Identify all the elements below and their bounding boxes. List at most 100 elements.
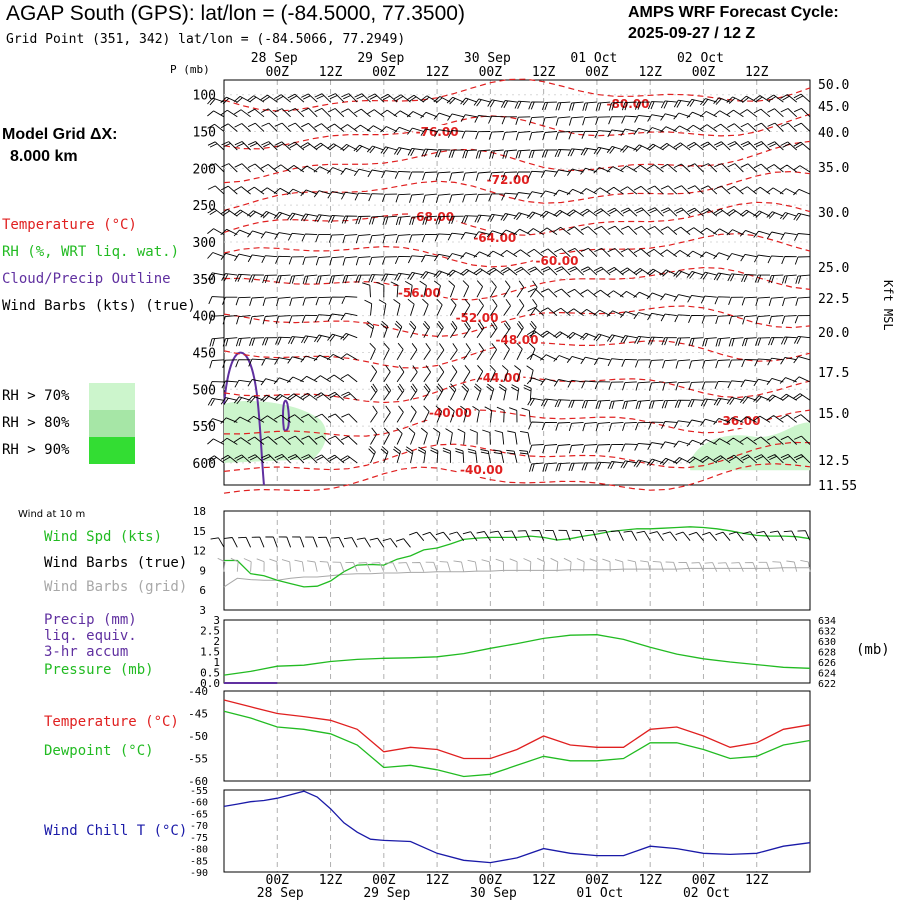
pressure-tick-label: 350 — [193, 273, 216, 288]
temperature-contour — [223, 463, 811, 494]
temperature-contour-label: -72.00 — [487, 173, 530, 187]
pressure-tick-label: 600 — [193, 457, 216, 472]
temperature-contour — [223, 233, 811, 268]
legend-rh: RH (%, WRT liq. wat.) — [2, 244, 180, 260]
pressure-unit-label: (mb) — [856, 642, 890, 658]
temperature-tick-label: -55 — [188, 753, 208, 766]
wind-tick-label: 18 — [193, 505, 206, 518]
hour-label-bottom: 00Z — [692, 873, 716, 888]
wind-barbs-grid — [217, 557, 811, 572]
contour-label-bg — [603, 97, 652, 111]
wind-barbs-true-label: Wind Barbs (true) — [44, 555, 188, 571]
pressure-right-tick-label: 628 — [818, 648, 836, 659]
pressure-tick-label: 100 — [193, 89, 216, 104]
contour-label-bg — [426, 406, 475, 420]
wind-barbs-upper — [207, 93, 811, 472]
forecast-cycle-label: AMPS WRF Forecast Cycle: — [628, 4, 839, 21]
altitude-tick-label: 50.0 — [818, 78, 849, 93]
pressure-label: Pressure (mb) — [44, 662, 154, 678]
hour-label-top: 12Z — [319, 65, 343, 80]
rh90-swatch — [89, 437, 135, 464]
temperature-contour — [223, 78, 811, 112]
hour-label-bottom: 00Z — [479, 873, 503, 888]
hour-label-top: 00Z — [266, 65, 290, 80]
panel-frame — [223, 79, 811, 486]
grid-point-text: Grid Point (351, 342) lat/lon = (-84.506… — [6, 32, 406, 47]
forecast-cycle-value: 2025-09-27 / 12 Z — [628, 25, 756, 42]
contour-label-bg — [470, 231, 519, 245]
date-label-bottom: 02 Oct — [683, 886, 730, 900]
hour-label-top: 00Z — [692, 65, 716, 80]
altitude-tick-label: 12.5 — [818, 454, 849, 469]
precip-tick-label: 3 — [213, 614, 220, 627]
wind-at-10m-label: Wind at 10 m — [18, 509, 86, 520]
pressure-axis-title: P (mb) — [170, 63, 210, 76]
date-label-top: 02 Oct — [677, 51, 724, 66]
precip-label: Precip (mm) liq. equiv. 3-hr accum — [44, 612, 137, 660]
temperature-contour — [223, 201, 811, 236]
precip-tick-label: 2 — [213, 635, 220, 648]
altitude-tick-label: 11.55 — [818, 479, 857, 494]
contour-label-bg — [395, 286, 444, 300]
hour-label-bottom: 12Z — [745, 873, 769, 888]
pressure-tick-label: 150 — [193, 126, 216, 141]
altitude-tick-label: 40.0 — [818, 126, 849, 141]
temperature-contour — [223, 113, 811, 150]
altitude-tick-label: 30.0 — [818, 206, 849, 221]
model-grid-label: Model Grid ΔX: — [2, 126, 118, 143]
temperature-contour-label: -56.00 — [398, 286, 441, 300]
rh80-swatch — [89, 410, 135, 437]
panel-frame — [223, 690, 811, 782]
date-label-bottom: 28 Sep — [257, 886, 304, 900]
altitude-tick-label: 20.0 — [818, 326, 849, 341]
hour-label-bottom: 00Z — [266, 873, 290, 888]
station-title: AGAP South (GPS): lat/lon = (-84.5000, 7… — [6, 2, 465, 25]
temperature-label: Temperature (°C) — [44, 714, 179, 730]
contour-label-bg — [457, 463, 506, 477]
temperature-contour — [223, 266, 811, 301]
windchill-tick-label: -70 — [190, 821, 208, 832]
pressure-right-tick-label: 634 — [818, 616, 836, 627]
date-label-bottom: 30 Sep — [470, 886, 517, 900]
forecast-cycle: AMPS WRF Forecast Cycle: 2025-09-27 / 12… — [628, 2, 839, 44]
temperature-contour-label: -40.00 — [460, 463, 503, 477]
precip-tick-label: 0.5 — [200, 667, 220, 680]
hour-label-bottom: 00Z — [585, 873, 609, 888]
temperature-contour — [223, 170, 811, 211]
rh70-swatch — [89, 383, 135, 410]
windchill-tick-label: -60 — [190, 798, 208, 809]
dewpoint-line — [223, 710, 811, 778]
cloud-outline — [223, 351, 265, 486]
date-label-top: 29 Sep — [357, 51, 404, 66]
altitude-tick-label: 17.5 — [818, 366, 849, 381]
temperature-contour-label: -68.00 — [411, 210, 454, 224]
hour-label-bottom: 00Z — [372, 873, 396, 888]
temperature-contour-label: -80.00 — [607, 97, 650, 111]
legend-cloud: Cloud/Precip Outline — [2, 271, 171, 287]
legend-wind-barbs: Wind Barbs (kts) (true) — [2, 298, 196, 314]
temperature-contour-label: -60.00 — [535, 254, 578, 268]
temperature-contour — [223, 305, 811, 338]
windchill-tick-label: -90 — [190, 868, 208, 879]
windchill-label: Wind Chill T (°C) — [44, 823, 188, 839]
contour-label-bg — [532, 254, 581, 268]
contour-label-bg — [408, 210, 457, 224]
temperature-tick-label: -60 — [188, 775, 208, 788]
temperature-contour-label: -64.00 — [473, 231, 516, 245]
hour-label-top: 00Z — [372, 65, 396, 80]
hour-label-top: 12Z — [425, 65, 449, 80]
altitude-tick-label: 35.0 — [818, 161, 849, 176]
wind-tick-label: 12 — [193, 545, 206, 558]
windchill-tick-label: -80 — [190, 845, 208, 856]
pressure-tick-label: 250 — [193, 199, 216, 214]
wind-speed-label: Wind Spd (kts) — [44, 529, 163, 545]
temperature-tick-label: -40 — [188, 685, 208, 698]
temperature-contour — [224, 409, 811, 437]
hour-label-top: 00Z — [479, 65, 503, 80]
precip-tick-label: 1.5 — [200, 646, 220, 659]
panel-frame — [223, 510, 811, 611]
hour-label-top: 12Z — [745, 65, 769, 80]
contour-label-bg — [714, 414, 763, 428]
temperature-tick-label: -50 — [188, 730, 208, 743]
wind-speed-line — [224, 526, 811, 588]
